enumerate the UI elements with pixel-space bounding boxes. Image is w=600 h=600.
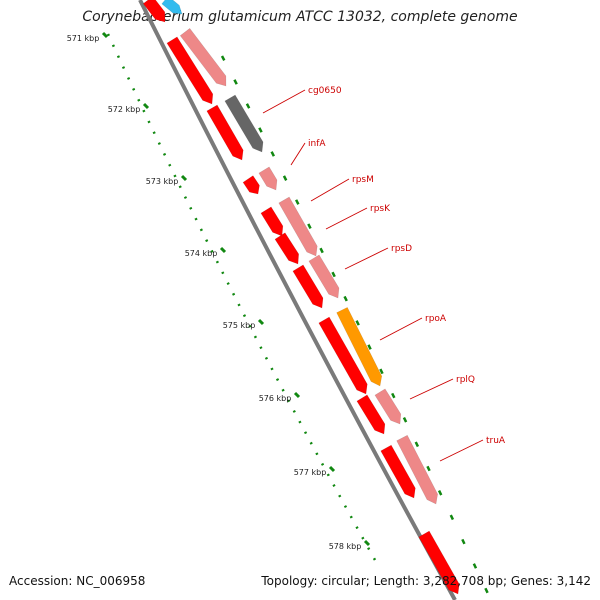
cds-arrow [260, 206, 284, 237]
accession-text: Accession: NC_006958 [9, 574, 146, 588]
gene-label: infA [308, 139, 326, 149]
gene-label: rpsM [352, 175, 374, 185]
gene-arrow [224, 94, 264, 153]
topology-text: Topology: circular; Length: 3,282,708 bp… [261, 574, 591, 588]
gene-arrow [308, 254, 340, 299]
cds-arrow [142, 0, 166, 23]
cds-arrow [318, 316, 368, 395]
major-tick [257, 318, 265, 326]
cds-arrow [166, 36, 214, 105]
gene-label: truA [486, 436, 506, 446]
map-title: Corynebacterium glutamicum ATCC 13032, c… [82, 9, 518, 25]
label-leader-line [439, 439, 484, 462]
gene-arrow [374, 388, 402, 425]
tick-marks [101, 31, 371, 547]
label-leader-line [409, 378, 454, 400]
cds-arrow [206, 104, 244, 161]
gene-label: rplQ [456, 375, 475, 385]
major-tick [142, 102, 150, 110]
cds-arrow [242, 175, 260, 195]
gene-label: rpoA [425, 314, 447, 324]
cds-arrow [274, 232, 299, 265]
gene-label: rpsK [370, 204, 391, 214]
tick-label: 577 kbp [294, 468, 327, 477]
gene-arrow [258, 166, 278, 191]
gene-arrow [336, 306, 383, 387]
cds-arrow [380, 444, 416, 499]
major-tick [328, 465, 336, 473]
label-leader-line [325, 207, 368, 230]
gene-arrow [278, 196, 318, 257]
feature-track [142, 0, 460, 595]
tick-label: 572 kbp [108, 105, 141, 114]
tick-labels: 571 kbp 572 kbp 573 kbp 574 kbp 575 kbp 576 k… [67, 34, 362, 551]
major-tick [293, 391, 301, 399]
cds-arrow [418, 530, 460, 595]
tick-label: 575 kbp [223, 321, 256, 330]
gene-labels: cg0650 infA rpsM rpsK rpsD rpoA rplQ truA [262, 86, 506, 462]
genome-backbone [138, 0, 457, 600]
outer-dotted-track [220, 55, 492, 599]
label-leader-line [290, 142, 306, 166]
tick-label: 571 kbp [67, 34, 100, 43]
tick-label: 578 kbp [329, 542, 362, 551]
label-leader-line [310, 178, 350, 202]
major-tick [101, 31, 109, 39]
label-leader-line [379, 317, 423, 341]
tick-label: 576 kbp [259, 394, 292, 403]
tick-label: 574 kbp [185, 249, 218, 258]
label-leader-line [262, 89, 306, 114]
tick-label: 573 kbp [146, 177, 179, 186]
gene-arrow [396, 434, 438, 505]
major-tick [363, 539, 371, 547]
gene-arrow [179, 28, 227, 87]
gene-label: rpsD [391, 244, 412, 254]
major-tick [180, 174, 188, 182]
highlight-arrow [161, 0, 183, 15]
label-leader-line [344, 247, 389, 270]
gene-label: cg0650 [308, 86, 342, 96]
cds-arrow [292, 264, 324, 309]
major-tick [219, 246, 227, 254]
cds-arrow [356, 394, 386, 435]
